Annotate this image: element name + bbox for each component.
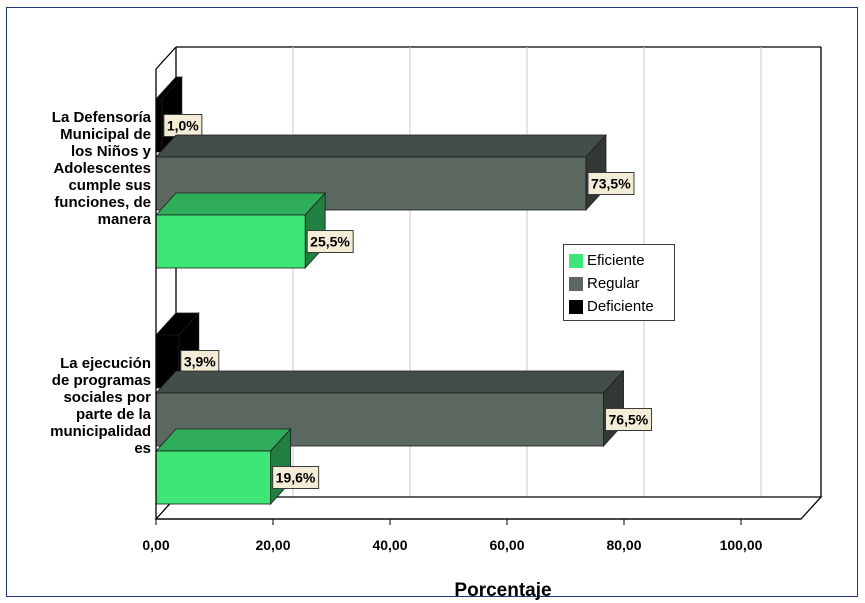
data-label-box [587,172,635,195]
category-label-programas: La ejecución de programas sociales por p… [7,355,151,457]
bar-eficiente [155,450,272,505]
category-label-line: cumple sus [68,177,151,194]
category-label-line: es [134,440,151,457]
bar-top-face [155,134,607,158]
bar-top-face [155,370,625,394]
category-label-line: parte de la [75,406,151,423]
data-label: 3,9% [184,354,216,370]
category-label-line: municipalidad [50,423,151,440]
x-tick-label: 80,00 [606,537,641,553]
data-label: 76,5% [609,412,649,428]
chart-frame: 1,0% 73,5% 25,5% 3,9% 76,5% 19,6% 0,00 20,00 40,… [6,7,858,601]
legend-swatch-regular [569,276,583,291]
category-label-line: Adolescentes [53,160,151,177]
category-label-line: Municipal de [60,126,151,143]
legend-item-regular: Regular [569,272,670,295]
legend-label-deficiente: Deficiente [587,298,654,315]
data-label-box [306,230,354,253]
legend-item-deficiente: Deficiente [569,295,670,318]
legend-label-regular: Regular [587,275,640,292]
chart-plot: 1,0% 73,5% 25,5% 3,9% 76,5% 19,6% 0,00 20,00 40,… [142,46,823,553]
category-label-line: los Niños y [70,143,151,160]
legend-item-eficiente: Eficiente [569,249,670,272]
data-label: 25,5% [310,234,350,250]
data-label-box [605,408,653,431]
category-label-line: manera [97,211,151,228]
x-axis-title: Porcentaje [454,580,552,601]
bar-eficiente [155,214,306,269]
category-label-line: de programas [51,372,151,389]
legend-swatch-eficiente [569,253,583,268]
category-label-line: La Defensoría [51,109,151,126]
bar-deficiente [155,98,163,153]
data-label: 1,0% [167,118,199,134]
category-label-line: sociales por [63,389,151,406]
legend-label-eficiente: Eficiente [587,252,645,269]
data-label: 19,6% [276,470,316,486]
x-tick-label: 0,00 [142,537,169,553]
x-tick-label: 20,00 [255,537,290,553]
plot-back-edge [156,47,761,69]
bar-top-face [155,192,327,216]
x-tick-label: 100,00 [720,537,763,553]
bar-top-face [155,428,292,452]
category-label-line: funciones, de [54,194,151,211]
legend: Eficiente Regular Deficiente [563,244,675,321]
data-label: 73,5% [591,176,631,192]
category-label-line: La ejecución [60,355,151,372]
legend-swatch-deficiente [569,299,583,314]
x-tick-label: 60,00 [489,537,524,553]
data-label-box [272,466,320,489]
x-tick-label: 40,00 [372,537,407,553]
category-label-defensoria: La Defensoría Municipal de los Niños y A… [7,109,151,228]
left-wall-top-edge [155,46,177,70]
